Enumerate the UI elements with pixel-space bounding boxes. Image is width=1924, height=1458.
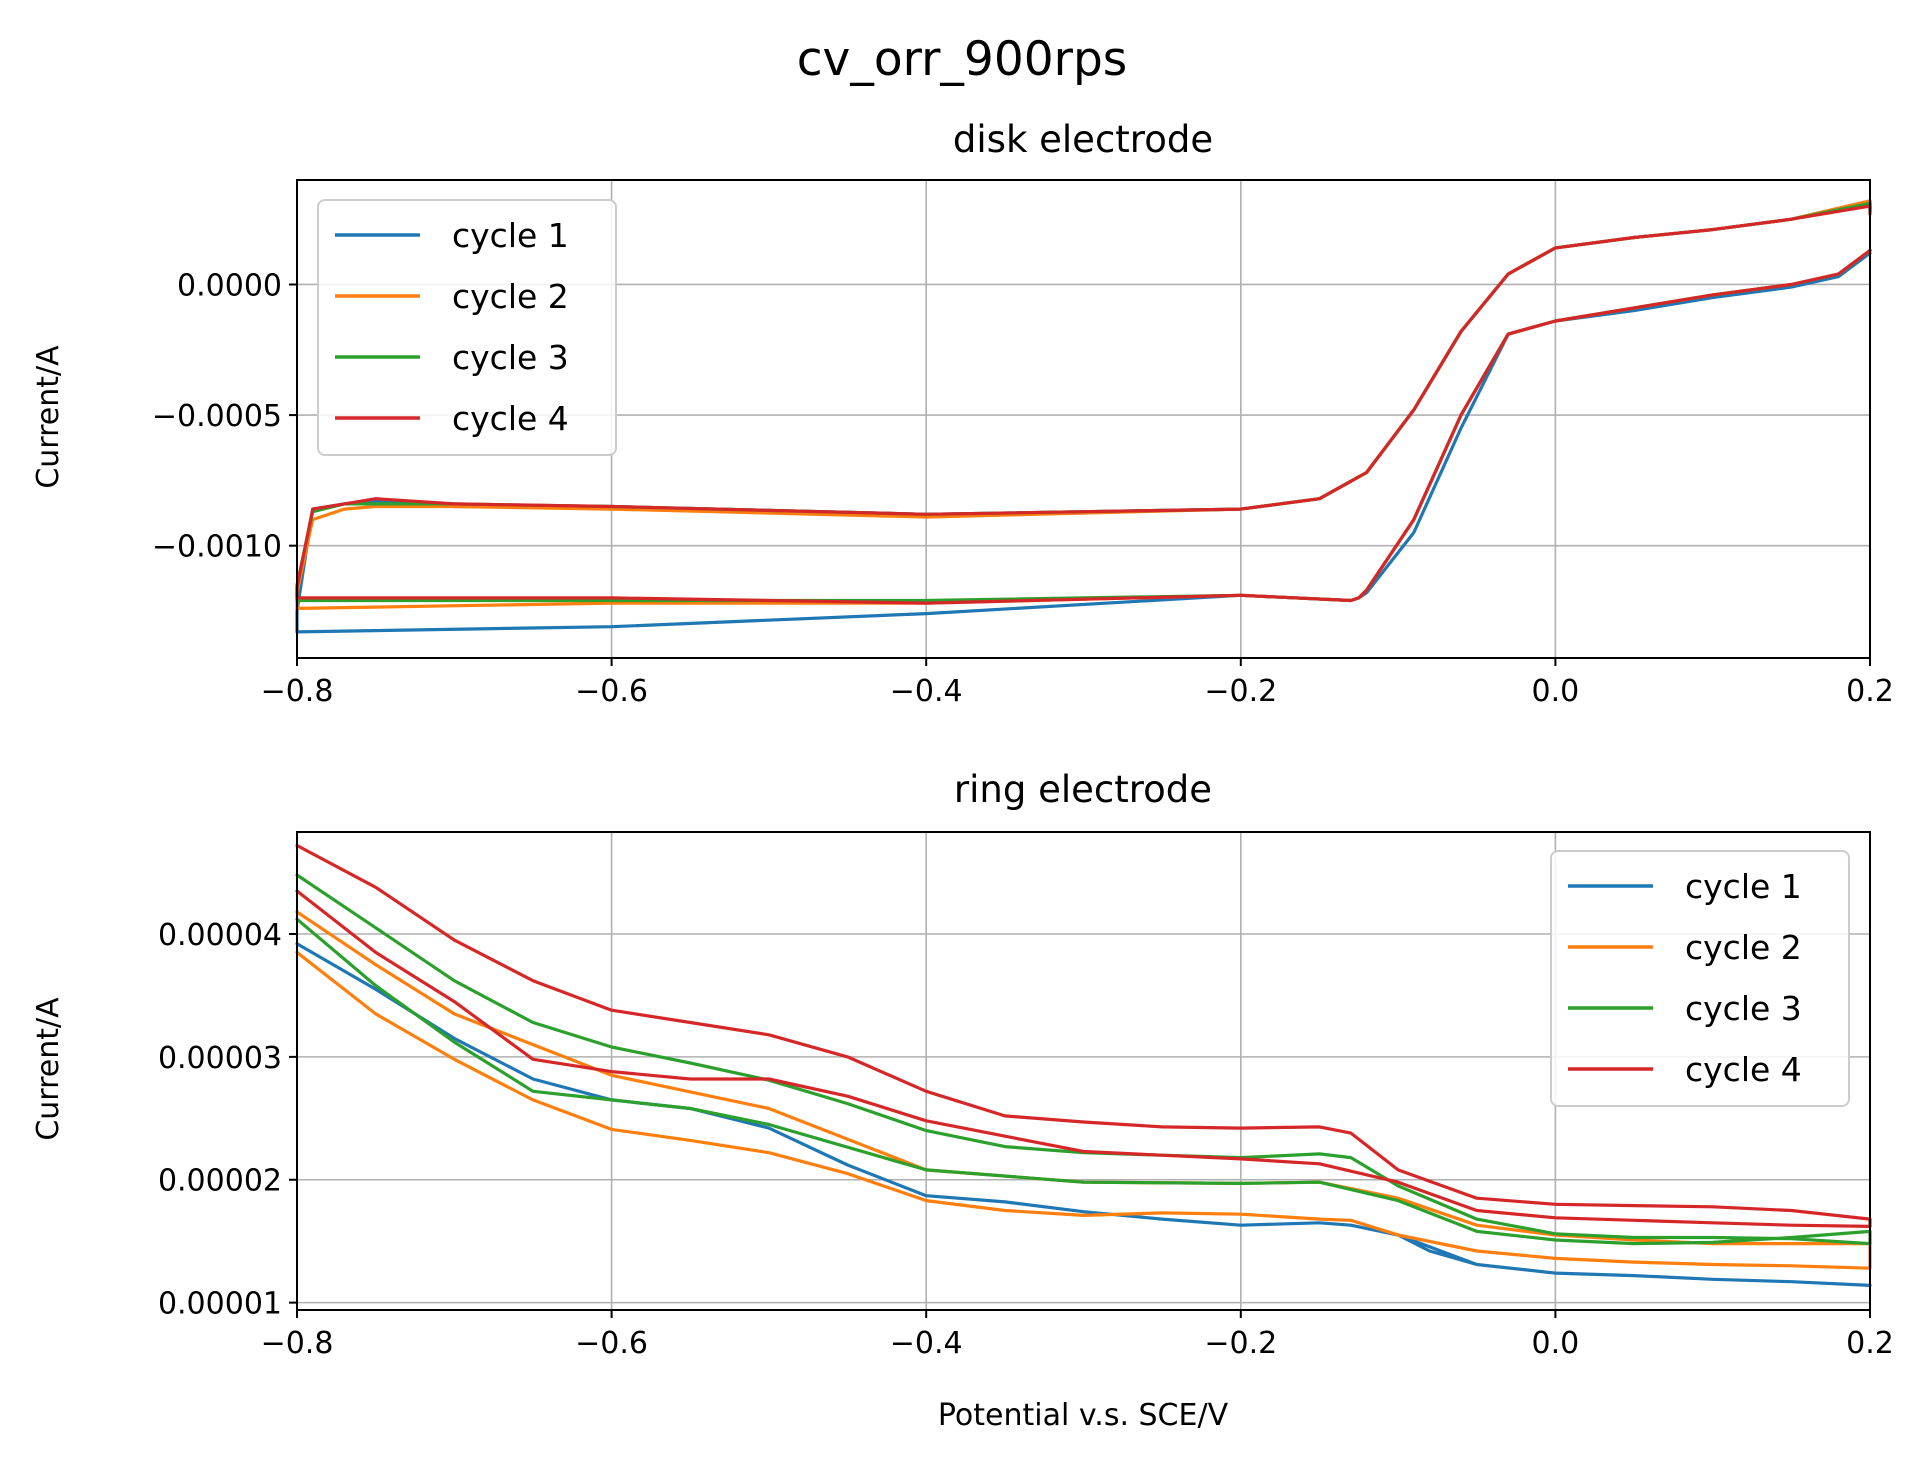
ring-y-tick-label: 0.00001 — [158, 1287, 282, 1322]
ring-legend-box — [1550, 850, 1850, 1107]
disk-series-cycle-4 — [295, 204, 1872, 605]
ring-x-tick-label: 0.0 — [1532, 1326, 1580, 1361]
ring-y-tick-label: 0.00002 — [158, 1164, 282, 1199]
ring-legend-label-cycle-1: cycle 1 — [1685, 867, 1802, 906]
ring-x-axis: −0.8 −0.6 −0.4 −0.2 0.0 0.2 — [261, 1310, 1894, 1361]
disk-legend-label-cycle-3: cycle 3 — [452, 338, 569, 377]
ring-legend: cycle 1 cycle 2 cycle 3 cycle 4 — [1550, 850, 1850, 1107]
disk-panel-title: disk electrode — [953, 118, 1213, 161]
disk-y-axis: 0.0000 −0.0005 −0.0010 — [152, 268, 297, 565]
disk-y-tick-label: −0.0010 — [152, 530, 282, 565]
ring-series-cycle-4 — [295, 843, 1872, 1229]
ring-legend-label-cycle-3: cycle 3 — [1685, 989, 1802, 1028]
ring-x-tick-label: −0.4 — [890, 1326, 963, 1361]
disk-x-tick-label: 0.0 — [1532, 674, 1580, 709]
disk-x-tick-label: −0.2 — [1204, 674, 1277, 709]
ring-y-tick-label: 0.00004 — [158, 918, 282, 953]
disk-x-tick-label: 0.2 — [1846, 674, 1894, 709]
disk-x-tick-label: −0.8 — [261, 674, 334, 709]
disk-legend-label-cycle-2: cycle 2 — [452, 277, 569, 316]
disk-x-axis: −0.8 −0.6 −0.4 −0.2 0.0 0.2 — [261, 658, 1894, 709]
ring-series-cycle-3 — [295, 873, 1872, 1246]
ring-x-axis-label: Potential v.s. SCE/V — [938, 1398, 1229, 1433]
disk-x-tick-label: −0.6 — [575, 674, 648, 709]
figure-title: cv_orr_900rps — [797, 32, 1128, 87]
ring-legend-label-cycle-2: cycle 2 — [1685, 928, 1802, 967]
disk-series — [295, 199, 1872, 634]
ring-electrode-panel: ring electrode Current/A −0.8 −0.6 −0.4 −0.… — [31, 768, 1894, 1433]
ring-x-tick-label: 0.2 — [1846, 1326, 1894, 1361]
ring-plot-frame — [296, 831, 1871, 1311]
disk-plot-frame — [296, 179, 1871, 659]
ring-x-tick-label: −0.2 — [1204, 1326, 1277, 1361]
disk-y-tick-label: −0.0005 — [152, 399, 282, 434]
ring-x-tick-label: −0.8 — [261, 1326, 334, 1361]
ring-series-cycle-1 — [295, 942, 1872, 1288]
ring-panel-title: ring electrode — [954, 768, 1212, 811]
ring-legend-label-cycle-4: cycle 4 — [1685, 1050, 1802, 1089]
disk-legend-label-cycle-4: cycle 4 — [452, 399, 569, 438]
ring-y-axis: 0.00001 0.00002 0.00003 0.00004 — [158, 918, 297, 1322]
disk-y-tick-label: 0.0000 — [177, 268, 282, 303]
ring-y-axis-label: Current/A — [31, 997, 66, 1141]
ring-y-tick-label: 0.00003 — [158, 1041, 282, 1076]
ring-series — [295, 843, 1872, 1288]
disk-legend-box — [317, 199, 617, 456]
ring-x-tick-label: −0.6 — [575, 1326, 648, 1361]
disk-x-tick-label: −0.4 — [890, 674, 963, 709]
disk-legend: cycle 1 cycle 2 cycle 3 cycle 4 — [317, 199, 617, 456]
disk-legend-label-cycle-1: cycle 1 — [452, 216, 569, 255]
disk-y-axis-label: Current/A — [31, 345, 66, 489]
disk-electrode-panel: disk electrode Current/A −0.8 −0.6 −0.4 −0.… — [31, 118, 1894, 709]
